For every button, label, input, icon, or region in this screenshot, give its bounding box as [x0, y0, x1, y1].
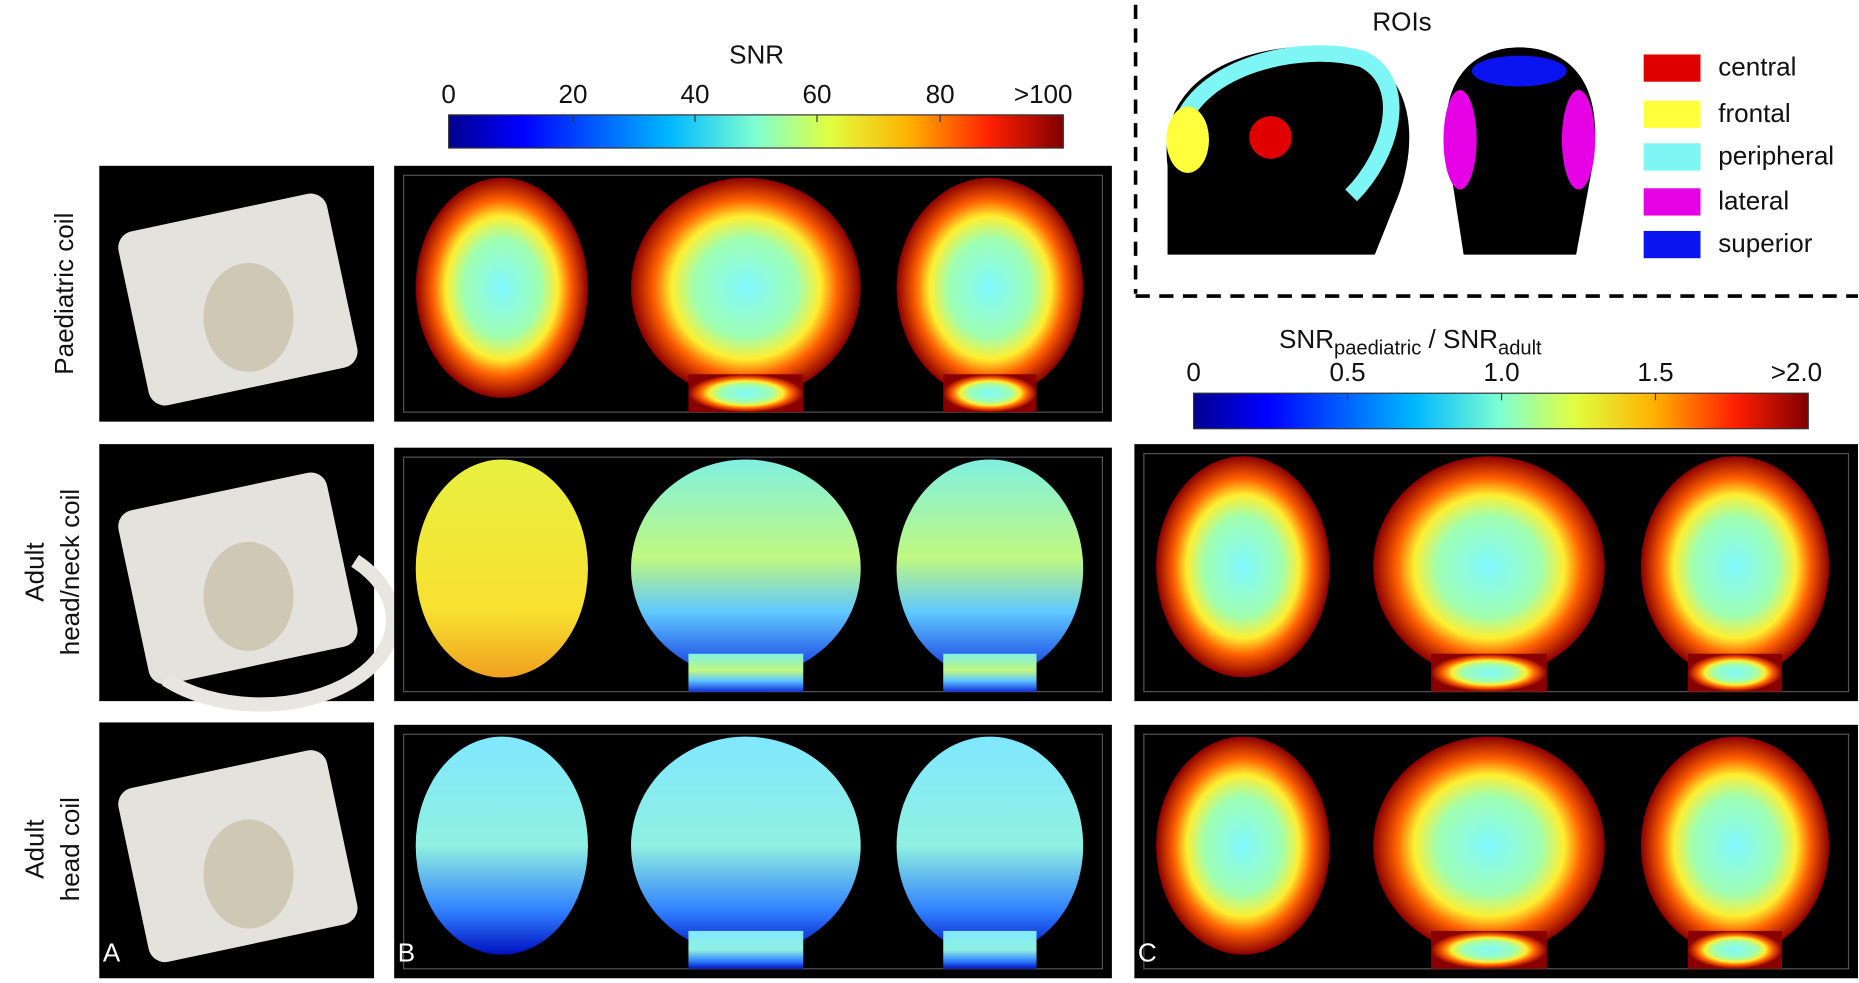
- snr-colorbar: [448, 114, 1064, 149]
- tick-label: 0: [1186, 357, 1200, 387]
- roi-lateral: [1443, 90, 1477, 190]
- legend-label: frontal: [1718, 98, 1790, 128]
- tick-label: 1.5: [1637, 357, 1673, 387]
- roi-peripheral: [1171, 45, 1400, 202]
- labels: central frontal peripheral lateral superior 0…: [19, 52, 1834, 968]
- coil-ring: [161, 554, 401, 712]
- title-part: / SNR: [1421, 324, 1498, 354]
- coil-head: [203, 262, 294, 372]
- snr-colorbar-title: SNR: [729, 40, 784, 70]
- slice: [896, 459, 1084, 678]
- slice: [896, 736, 1084, 955]
- slice: [896, 177, 1084, 398]
- tick-label: 20: [559, 79, 588, 109]
- roi-head-front: [1445, 47, 1596, 255]
- legend-swatch: [1643, 188, 1701, 216]
- panel-letter: B: [398, 937, 415, 967]
- slice: [1640, 736, 1830, 955]
- legend-swatch: [1643, 54, 1701, 82]
- neck: [943, 930, 1037, 969]
- legend-label: lateral: [1718, 185, 1789, 215]
- slice: [631, 177, 861, 398]
- row-label: Adult: [19, 542, 49, 602]
- legend-swatch: [1643, 100, 1701, 128]
- title-part: adult: [1498, 338, 1542, 360]
- slice: [415, 736, 588, 955]
- slice: [1373, 456, 1605, 678]
- roi-lateral: [1561, 90, 1596, 190]
- neck: [1431, 930, 1547, 969]
- neck: [943, 653, 1037, 692]
- tick-label: 1.0: [1483, 357, 1519, 387]
- row-label: head coil: [55, 797, 85, 901]
- panel-letter: C: [1138, 937, 1157, 967]
- slice: [631, 736, 861, 955]
- tick-label: 80: [926, 79, 955, 109]
- neck: [1431, 653, 1547, 692]
- neck: [943, 374, 1037, 413]
- tick-label: 40: [681, 79, 710, 109]
- roi-central: [1249, 116, 1292, 159]
- legend-swatch: [1643, 143, 1701, 171]
- slice: [1640, 456, 1830, 678]
- row-label: Adult: [19, 819, 49, 879]
- coil-head: [203, 541, 294, 651]
- ratio-colorbar-title: SNRpaediatric / SNRadult: [1279, 324, 1542, 360]
- tick-label: 60: [802, 79, 831, 109]
- tick-label: 0: [441, 79, 456, 109]
- neck: [1687, 930, 1783, 969]
- tick-label: >2.0: [1771, 357, 1822, 387]
- roi-frontal: [1166, 106, 1210, 173]
- roi-superior: [1471, 55, 1567, 87]
- rois-title: ROIs: [1372, 7, 1431, 37]
- slice: [1156, 736, 1330, 955]
- coil-head: [203, 819, 294, 929]
- tick-label: >100: [1014, 79, 1073, 109]
- neck: [688, 930, 804, 969]
- slice: [415, 177, 588, 398]
- row-label: head/neck coil: [55, 489, 85, 656]
- title-part: SNR: [1279, 324, 1334, 354]
- legend-swatch: [1643, 230, 1701, 259]
- artwork: [99, 45, 1859, 979]
- neck: [1687, 653, 1783, 692]
- neck: [688, 653, 804, 692]
- title-part: paediatric: [1334, 338, 1421, 360]
- slice: [631, 459, 861, 678]
- legend-label: superior: [1718, 228, 1812, 258]
- slice: [1373, 736, 1605, 955]
- neck: [688, 374, 804, 413]
- slice: [1156, 456, 1330, 678]
- legend-label: peripheral: [1718, 140, 1834, 170]
- roi-head: [1166, 46, 1410, 255]
- tick-label: 0.5: [1329, 357, 1365, 387]
- panel-letter: A: [103, 937, 121, 967]
- legend-label: central: [1718, 52, 1796, 82]
- row-label: Paediatric coil: [49, 213, 79, 375]
- slice: [415, 459, 588, 678]
